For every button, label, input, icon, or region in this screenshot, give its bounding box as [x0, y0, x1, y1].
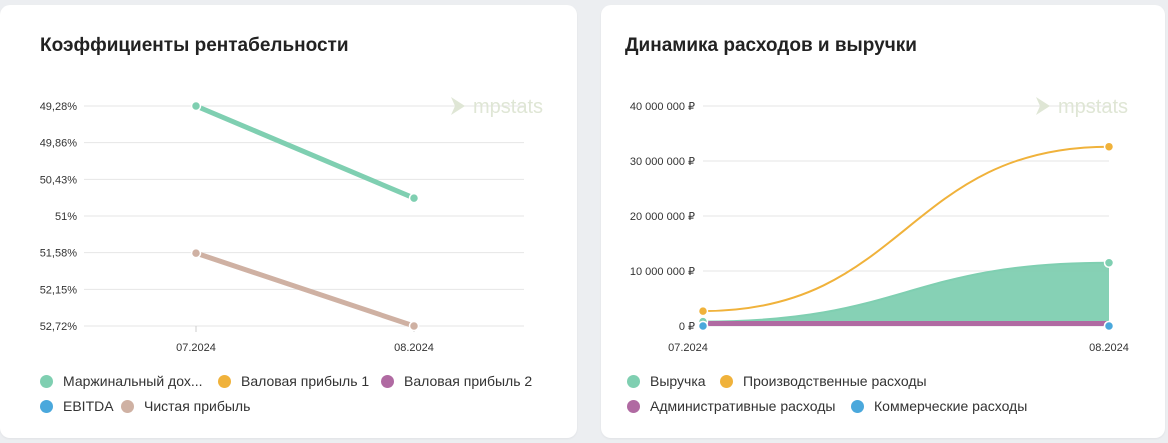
x-tick-label: 08.2024 [1089, 342, 1129, 354]
data-point [190, 100, 202, 112]
legend-swatch [720, 374, 733, 388]
y-tick-label: 30 000 000 ₽ [630, 156, 695, 168]
mpstats-logo-icon [451, 97, 465, 115]
data-point [190, 247, 202, 259]
y-tick-label: 40 000 000 ₽ [630, 101, 695, 113]
y-tick-label: 52,15% [40, 284, 78, 296]
watermark: mpstats [473, 96, 543, 118]
legend-item-чистая-прибыль[interactable]: Чистая прибыль [121, 398, 250, 414]
chart-title: Динамика расходов и выручки [625, 35, 917, 56]
chart-title: Коэффициенты рентабельности [40, 35, 349, 56]
legend-label: Маржинальный дох... [63, 373, 203, 389]
profitability-card: Коэффициенты рентабельности 49,28% 49,86%… [0, 5, 577, 438]
data-point [1103, 141, 1115, 152]
legend-swatch [121, 399, 134, 413]
legend-swatch [40, 399, 53, 413]
series-area-выручка [703, 262, 1109, 326]
y-tick-label: 49,86% [40, 138, 78, 150]
legend-label: Валовая прибыль 1 [241, 373, 370, 389]
legend-swatch [851, 399, 864, 413]
mpstats-logo-icon [1036, 97, 1050, 115]
legend-item-ebitda[interactable]: EBITDA [40, 398, 114, 414]
legend-label: EBITDA [63, 398, 114, 414]
legend-item-выручка[interactable]: Выручка [627, 373, 706, 389]
legend-label: Коммерческие расходы [874, 398, 1028, 414]
data-point [1103, 257, 1115, 268]
legend-swatch [627, 374, 640, 388]
data-point [1103, 320, 1115, 332]
x-tick-label: 07.2024 [668, 342, 708, 354]
y-tick-label: 10 000 000 ₽ [630, 266, 695, 278]
legend-label: Чистая прибыль [144, 398, 251, 414]
profitability-chart: 49,28% 49,86% 50,43% 51% 51,58% 52,15% 52,72% 0… [40, 96, 543, 354]
y-tick-label: 20 000 000 ₽ [630, 211, 695, 223]
y-tick-label: 50,43% [40, 174, 78, 186]
series-line-производственные-расходы [702, 145, 1110, 313]
data-point [697, 305, 709, 317]
data-point [697, 320, 709, 332]
y-tick-label: 52,72% [40, 321, 78, 333]
x-tick-label: 07.2024 [176, 342, 216, 354]
series-line-маржинальный-дох [193, 103, 417, 201]
legend-item-коммерческие-расходы[interactable]: Коммерческие расходы [851, 398, 1027, 414]
revenue-expenses-chart: 0 ₽ 10 000 000 ₽ 20 000 000 ₽ 30 000 000 ₽ 4… [630, 96, 1129, 354]
y-tick-label: 49,28% [40, 101, 78, 113]
data-point [408, 192, 420, 204]
y-tick-label: 51% [55, 211, 77, 223]
legend-item-валовая-прибыль-1[interactable]: Валовая прибыль 1 [218, 373, 369, 389]
legend-swatch [381, 374, 394, 388]
series-line-выручка [702, 261, 1110, 323]
legend-label: Производственные расходы [743, 373, 927, 389]
data-point [408, 320, 420, 332]
legend-label: Административные расходы [650, 398, 836, 414]
legend-swatch [218, 374, 231, 388]
series-line-чистая-прибыль [193, 250, 417, 329]
legend-item-валовая-прибыль-2[interactable]: Валовая прибыль 2 [381, 373, 532, 389]
legend-swatch [40, 374, 53, 388]
series-area-административные-расходы [703, 321, 1109, 326]
legend-label: Валовая прибыль 2 [404, 373, 533, 389]
legend-item-административные-расходы[interactable]: Административные расходы [627, 398, 835, 414]
watermark: mpstats [1058, 96, 1128, 118]
legend-label: Выручка [650, 373, 706, 389]
x-tick-label: 08.2024 [394, 342, 434, 354]
legend-item-маржинальный-дох[interactable]: Маржинальный дох... [40, 373, 203, 389]
revenue-expenses-card: Динамика расходов и выручки 0 ₽ 10 000 00… [601, 5, 1165, 438]
legend-item-производственные-расходы[interactable]: Производственные расходы [720, 373, 927, 389]
legend-swatch [627, 399, 640, 413]
y-tick-label: 51,58% [40, 248, 78, 260]
y-tick-label: 0 ₽ [679, 321, 695, 333]
